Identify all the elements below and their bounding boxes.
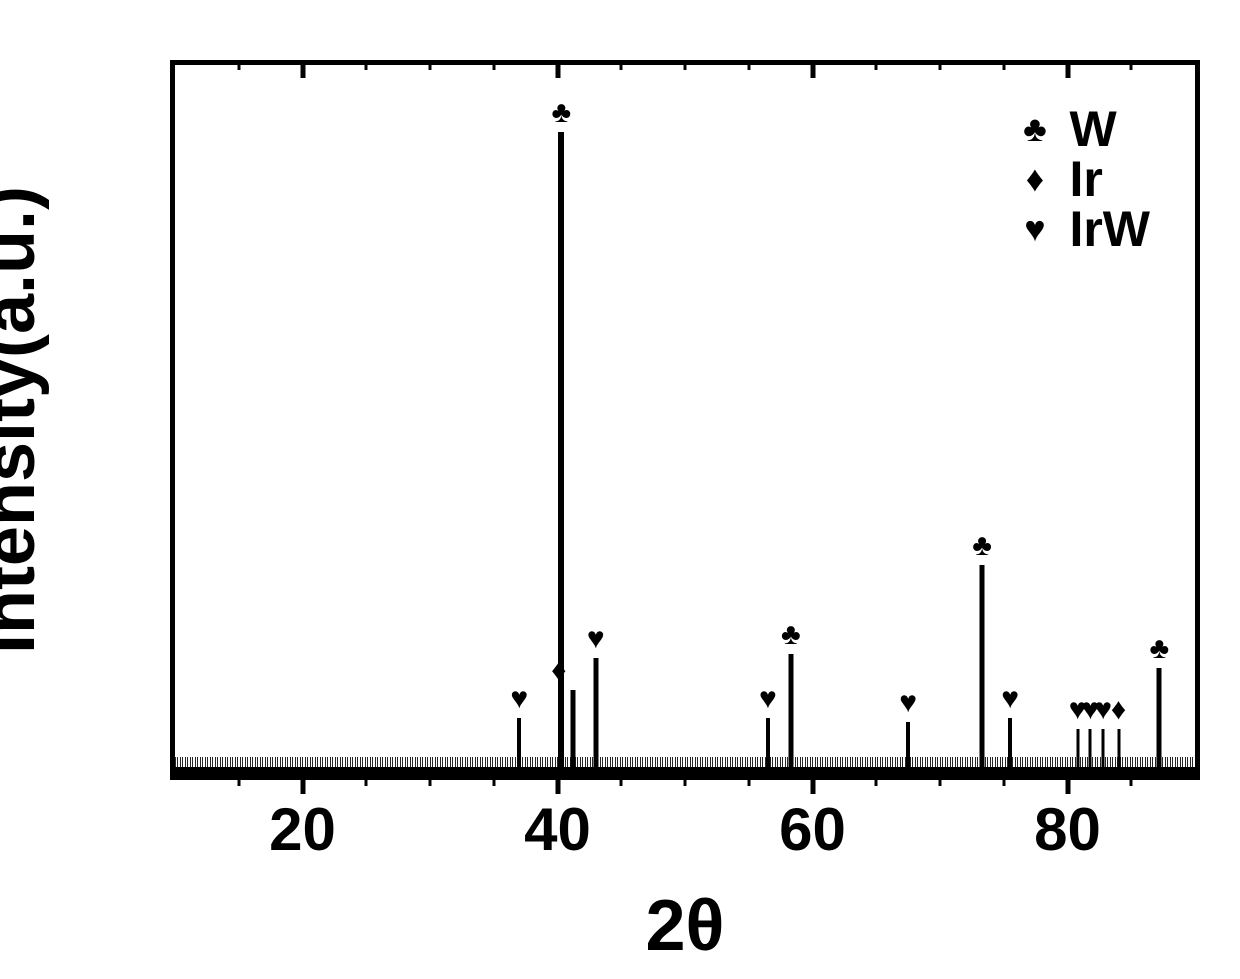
xtick-major [1065, 776, 1070, 794]
xrd-peak [1076, 729, 1079, 775]
xtick-minor [747, 776, 750, 786]
xrd-peak [1102, 729, 1105, 775]
xtick-minor [620, 776, 623, 786]
xtick-minor [1002, 776, 1005, 786]
club-icon: ♣ [1149, 632, 1169, 666]
xtick-minor-top [237, 60, 240, 70]
xrd-peak [570, 690, 575, 775]
heart-icon: ♥ [899, 686, 917, 720]
legend-item-irw: ♥ IrW [1012, 200, 1150, 258]
xtick-minor [684, 776, 687, 786]
xtick-label: 20 [269, 795, 336, 864]
xrd-chart: Intensity(a.u.) 2θ ♣ W ♦ Ir ♥ IrW ♥♣♦♥♥♣… [20, 40, 1220, 940]
baseline-noise [175, 757, 1195, 775]
legend-label: IrW [1069, 200, 1150, 258]
xtick-minor [492, 776, 495, 786]
club-icon: ♣ [972, 529, 992, 563]
heart-icon: ♥ [1012, 208, 1057, 250]
plot-area: ♣ W ♦ Ir ♥ IrW ♥♣♦♥♥♣♥♣♥♥♥♥♦♣ [170, 60, 1200, 780]
xrd-peak [906, 722, 910, 776]
xrd-peak [1008, 718, 1012, 775]
xrd-peak [1157, 668, 1162, 775]
xtick-minor-top [365, 60, 368, 70]
xrd-peak [517, 718, 521, 775]
xtick-major-top [555, 60, 560, 78]
xtick-label: 40 [524, 795, 591, 864]
xtick-label: 60 [779, 795, 846, 864]
xrd-peak [788, 654, 793, 775]
xtick-minor [429, 776, 432, 786]
xtick-minor [1130, 776, 1133, 786]
xtick-minor-top [684, 60, 687, 70]
xrd-peak [593, 658, 598, 775]
xtick-minor [939, 776, 942, 786]
heart-icon: ♥ [1001, 682, 1019, 716]
xtick-major-top [300, 60, 305, 78]
legend: ♣ W ♦ Ir ♥ IrW [1012, 100, 1150, 250]
xtick-minor-top [939, 60, 942, 70]
y-axis-label: Intensity(a.u.) [0, 186, 51, 654]
diamond-icon: ♦ [1012, 158, 1057, 200]
x-axis-label: 2θ [646, 885, 725, 967]
diamond-icon: ♦ [551, 654, 566, 688]
xtick-minor-top [620, 60, 623, 70]
club-icon: ♣ [1012, 108, 1057, 150]
heart-icon: ♥ [759, 682, 777, 716]
club-icon: ♣ [781, 618, 801, 652]
heart-icon: ♥ [510, 682, 528, 716]
xtick-major [810, 776, 815, 794]
diamond-icon: ♦ [1111, 693, 1126, 727]
heart-icon: ♥ [1094, 693, 1112, 727]
xtick-label: 80 [1034, 795, 1101, 864]
xtick-major-top [1065, 60, 1070, 78]
xtick-major-top [810, 60, 815, 78]
xtick-minor [875, 776, 878, 786]
xtick-minor-top [429, 60, 432, 70]
xtick-minor-top [492, 60, 495, 70]
xtick-minor [237, 776, 240, 786]
xrd-peak [1089, 729, 1092, 775]
heart-icon: ♥ [587, 622, 605, 656]
xrd-peak [766, 718, 770, 775]
xtick-minor-top [1130, 60, 1133, 70]
xtick-minor [365, 776, 368, 786]
xtick-minor-top [747, 60, 750, 70]
xtick-minor-top [1002, 60, 1005, 70]
xrd-peak [980, 565, 985, 775]
xrd-peak [1117, 729, 1120, 775]
club-icon: ♣ [551, 96, 571, 130]
xtick-minor-top [875, 60, 878, 70]
xtick-major [300, 776, 305, 794]
xtick-major [555, 776, 560, 794]
